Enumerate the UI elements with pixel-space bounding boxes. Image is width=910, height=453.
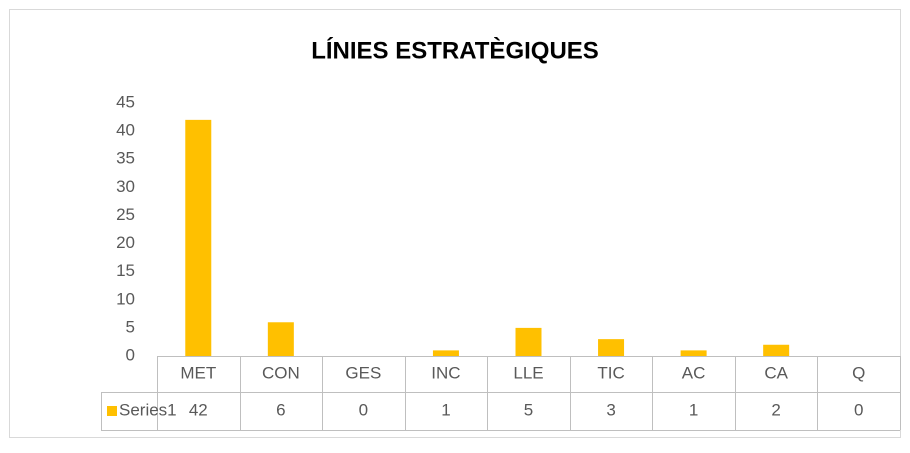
bar [680,350,707,356]
chart-title: LÍNIES ESTRATÈGIQUES [311,36,599,64]
table-value: 5 [524,400,533,419]
x-tick-label: CON [262,363,300,382]
x-tick-label: INC [431,363,460,382]
y-tick-label: 0 [126,345,135,364]
table-value: 3 [606,400,615,419]
table-value: 42 [189,400,208,419]
x-tick-label: LLE [513,363,543,382]
x-tick-label: AC [682,363,706,382]
legend-swatch [107,406,117,416]
table-value: 6 [276,400,285,419]
bar [598,339,625,356]
table-value: 1 [441,400,450,419]
bar [185,119,212,356]
y-tick-label: 40 [116,121,135,140]
x-tick-label: TIC [597,363,624,382]
y-tick-label: 35 [116,149,135,168]
bar [515,327,542,356]
x-tick-label: CA [764,363,788,382]
y-tick-label: 45 [116,92,135,111]
bar [432,350,459,356]
y-tick-label: 5 [126,317,135,336]
y-tick-label: 20 [116,233,135,252]
table-value: 2 [771,400,780,419]
table-value: 0 [359,400,368,419]
y-tick-label: 15 [116,261,135,280]
y-tick-label: 30 [116,177,135,196]
table-value: 0 [854,400,863,419]
table-value: 1 [689,400,698,419]
legend-label: Series1 [119,400,177,419]
bar [267,322,294,356]
bar [763,344,790,356]
x-tick-label: GES [345,363,381,382]
x-tick-label: Q [852,363,865,382]
x-tick-label: MET [180,363,216,382]
y-tick-label: 10 [116,289,135,308]
y-tick-label: 25 [116,205,135,224]
